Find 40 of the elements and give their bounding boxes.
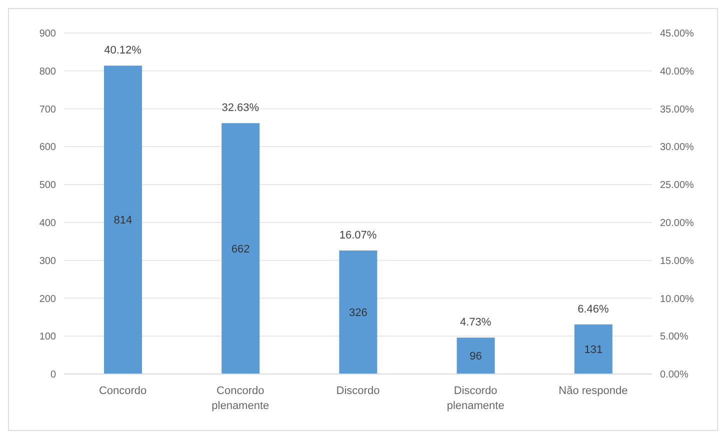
y2-tick-label: 20.00% — [660, 218, 694, 229]
y-tick-label: 400 — [39, 218, 56, 229]
annotation: 16.07% — [339, 229, 377, 242]
y-tick-label: 800 — [39, 66, 56, 78]
y-tick-label: 900 — [39, 28, 56, 40]
y2-tick-label: 30.00% — [660, 142, 694, 154]
y-tick-label: 700 — [39, 104, 56, 116]
annotation: 32.63% — [222, 102, 260, 114]
x-tick-label: Não responde — [558, 385, 628, 397]
bar — [222, 123, 260, 374]
x-tick-label: Concordo — [98, 385, 147, 397]
data-label: 662 — [231, 243, 250, 256]
y2-tick-label: 5.00% — [660, 332, 688, 343]
data-label: 96 — [470, 350, 482, 363]
data-label: 814 — [114, 214, 132, 227]
y2-tick-label: 35.00% — [660, 104, 694, 116]
bar — [574, 324, 612, 374]
annotation: 4.73% — [460, 316, 492, 329]
bar — [339, 250, 378, 374]
y-tick-label: 500 — [39, 180, 56, 192]
y-tick-label: 200 — [39, 294, 56, 305]
y2-tick-label: 0.00% — [660, 370, 688, 381]
y2-tick-label: 10.00% — [660, 294, 694, 305]
y2-tick-label: 15.00% — [660, 256, 694, 267]
data-label: 326 — [349, 307, 368, 320]
y2-tick-label: 40.00% — [660, 66, 694, 78]
y-tick-label: 300 — [39, 256, 56, 267]
bar — [456, 338, 495, 374]
y2-tick-label: 45.00% — [660, 28, 694, 40]
y-tick-label: 0 — [50, 370, 56, 381]
annotation: 40.12% — [104, 44, 142, 57]
x-tick-label: Concordo plenamente — [212, 385, 270, 412]
x-tick-label: Discordo — [336, 385, 380, 397]
annotation: 6.46% — [578, 303, 610, 316]
y-tick-label: 600 — [39, 142, 56, 154]
data-label: 131 — [584, 344, 603, 356]
bar — [104, 66, 142, 374]
y2-tick-label: 25.00% — [660, 180, 694, 192]
y-tick-label: 100 — [39, 332, 56, 343]
x-tick-label: Discordo plenamente — [446, 385, 504, 412]
